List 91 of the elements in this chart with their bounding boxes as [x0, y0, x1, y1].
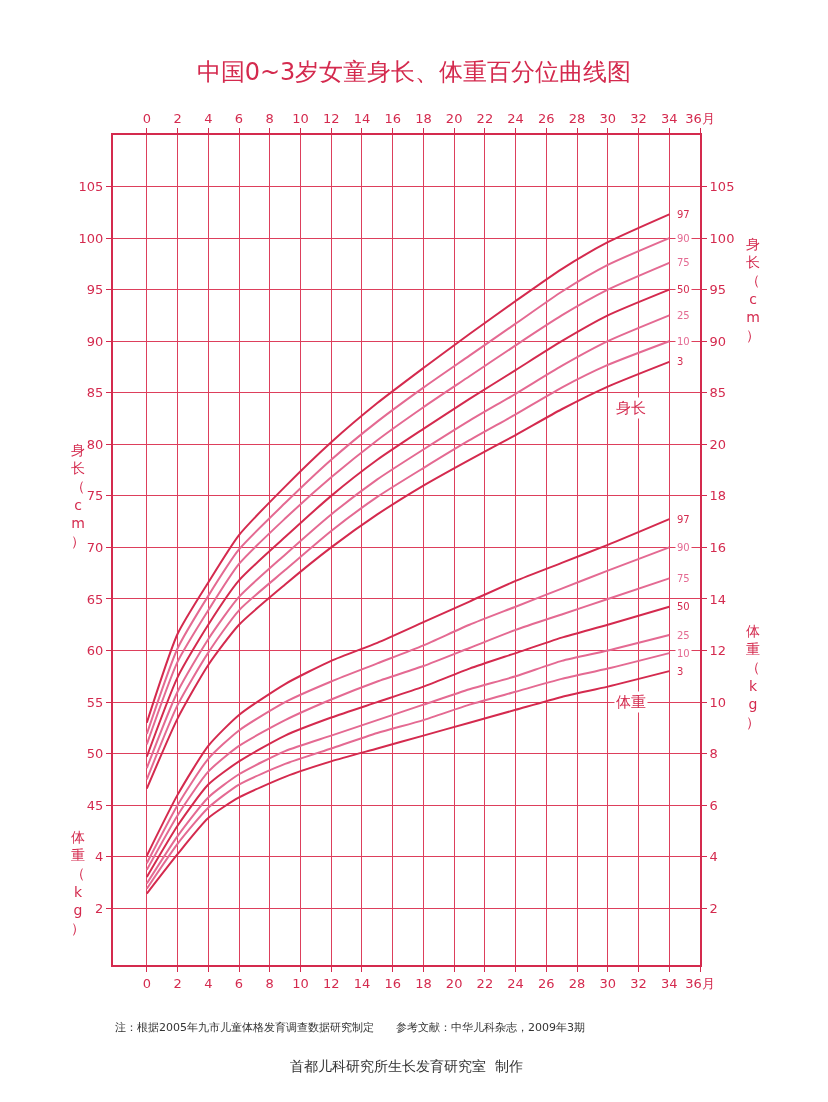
y-tick-label: 65	[86, 591, 104, 607]
series-label: 50	[677, 284, 690, 295]
series-label: 10	[677, 648, 690, 659]
text: 首都儿科研究所生长发育研究室 制作	[290, 1058, 523, 1074]
y-tick-label: 45	[86, 797, 104, 813]
series-label: 75	[677, 573, 690, 584]
series-label: 25	[677, 310, 690, 321]
x2-tick-label: 10	[292, 110, 309, 126]
x-tick-label: 30	[599, 975, 617, 991]
y-tick-label: 4	[95, 849, 104, 865]
x-tick-label: 36月	[685, 975, 715, 991]
y2-tick-label: 2	[709, 900, 718, 916]
y-axis-title: 身长（cm）	[71, 442, 85, 549]
x2-tick-label: 26	[538, 110, 555, 126]
x-tick-label: 22	[476, 975, 494, 991]
chart-title: 中国0~3岁女童身长、体重百分位曲线图	[196, 58, 632, 87]
x2-tick-label: 14	[353, 110, 371, 126]
series-label: 90	[677, 233, 690, 244]
x-tick-label: 24	[507, 975, 524, 991]
x-tick-label: 12	[322, 975, 340, 991]
text: 注：根据2005年九市儿童体格发育调查数据研究制定 参考文献：中华儿科杂志，2009年3期	[115, 1021, 585, 1034]
y2-tick-label: 12	[709, 643, 727, 659]
y2-tick-label: 6	[709, 797, 718, 813]
x2-tick-label: 18	[415, 110, 432, 126]
x2-tick-label: 16	[384, 110, 401, 126]
x2-tick-label: 2	[173, 110, 182, 126]
x2-tick-label: 28	[568, 110, 586, 126]
y2-tick-label: 85	[709, 385, 727, 401]
y2-tick-label: 20	[709, 436, 727, 452]
y-tick-label: 100	[78, 230, 104, 246]
y-tick-label: 50	[86, 746, 104, 762]
y2-tick-label: 105	[709, 179, 735, 195]
y-tick-label: 2	[95, 900, 104, 916]
series-label: 3	[677, 666, 684, 677]
x-tick-label: 18	[415, 975, 432, 991]
x-tick-label: 20	[445, 975, 463, 991]
x-tick-label: 4	[204, 975, 213, 991]
y-tick-label: 95	[86, 282, 104, 298]
y-tick-label: 55	[86, 694, 104, 710]
x2-tick-label: 22	[476, 110, 494, 126]
series-label: 25	[677, 630, 690, 641]
y-tick-label: 60	[86, 643, 104, 659]
annotation: 体重	[616, 693, 646, 711]
x-tick-label: 2	[173, 975, 182, 991]
y2-axis-title: 体重（kg）	[746, 623, 760, 730]
x-tick-label: 0	[142, 975, 151, 991]
series-label: 97	[677, 209, 690, 220]
x2-tick-label: 20	[445, 110, 463, 126]
x-tick-label: 6	[234, 975, 244, 991]
x2-tick-label: 4	[204, 110, 213, 126]
x-tick-label: 26	[538, 975, 555, 991]
y2-tick-label: 10	[709, 694, 727, 710]
x-tick-label: 34	[661, 975, 678, 991]
y2-tick-label: 100	[709, 230, 735, 246]
x2-tick-label: 36月	[685, 110, 715, 126]
y2-tick-label: 95	[709, 282, 727, 298]
series-label: 10	[677, 336, 690, 347]
x-tick-label: 32	[630, 975, 647, 991]
annotation: 身长	[616, 399, 646, 417]
x-tick-label: 14	[353, 975, 371, 991]
x-tick-label: 16	[384, 975, 401, 991]
y2-tick-label: 18	[709, 488, 727, 504]
y2-axis-title: 身长（cm）	[746, 236, 760, 343]
series-label: 3	[677, 356, 684, 367]
y-tick-label: 70	[86, 539, 104, 555]
x-tick-label: 10	[292, 975, 309, 991]
x2-tick-label: 32	[630, 110, 647, 126]
series-label: 75	[677, 257, 690, 268]
series-label: 97	[677, 514, 690, 525]
y-tick-label: 90	[86, 333, 104, 349]
x-tick-label: 8	[265, 975, 274, 991]
y2-tick-label: 8	[709, 746, 718, 762]
series-label: 50	[677, 601, 690, 612]
x2-tick-label: 6	[234, 110, 244, 126]
y-tick-label: 80	[86, 436, 104, 452]
y-tick-label: 85	[86, 385, 104, 401]
y2-tick-label: 4	[709, 849, 718, 865]
x2-tick-label: 30	[599, 110, 617, 126]
series-label: 90	[677, 542, 690, 553]
y2-tick-label: 90	[709, 333, 727, 349]
x2-tick-label: 34	[661, 110, 678, 126]
y-tick-label: 105	[78, 179, 104, 195]
y2-tick-label: 14	[709, 591, 727, 607]
x2-tick-label: 8	[265, 110, 274, 126]
y2-tick-label: 16	[709, 539, 727, 555]
x2-tick-label: 24	[507, 110, 524, 126]
y-tick-label: 75	[86, 488, 104, 504]
x2-tick-label: 0	[142, 110, 151, 126]
x2-tick-label: 12	[322, 110, 340, 126]
y-axis-title: 体重（kg）	[71, 829, 85, 936]
x-tick-label: 28	[568, 975, 586, 991]
